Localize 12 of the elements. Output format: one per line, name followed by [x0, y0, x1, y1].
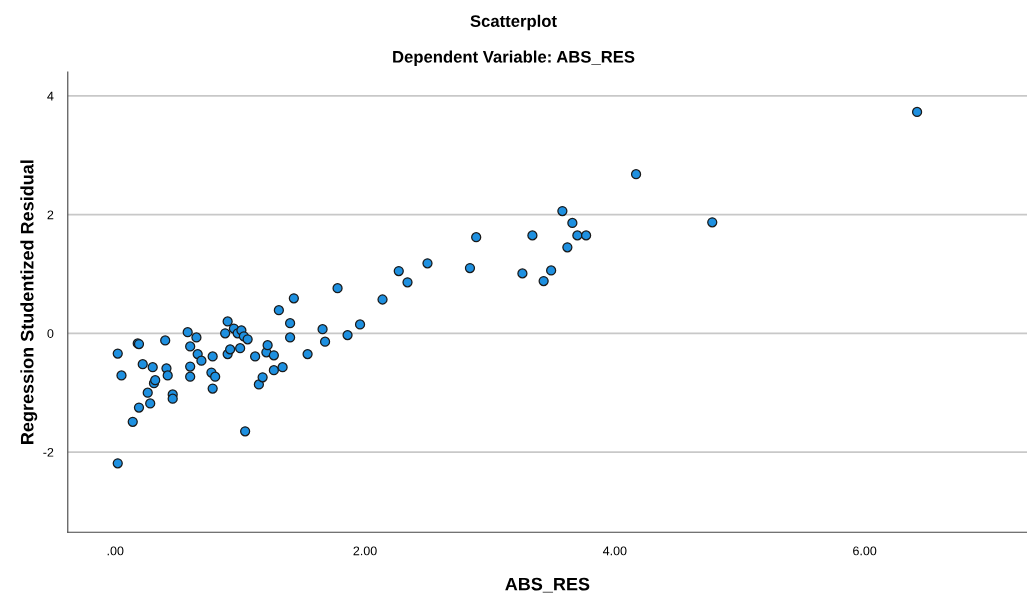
y-tick-label: 4	[47, 91, 54, 101]
y-tick-label: 2	[47, 210, 54, 220]
chart-subtitle: Dependent Variable: ABS_RES	[393, 50, 635, 67]
chart-title: Scatterplot	[470, 14, 557, 31]
x-tick-label: 6.00	[853, 546, 877, 556]
x-tick-label: 2.00	[353, 546, 377, 556]
y-axis-title: Regression Studentized Residual	[20, 160, 38, 444]
y-tick-label: -2	[43, 447, 54, 457]
x-tick-label: .00	[107, 546, 124, 556]
y-tick-label: 0	[47, 329, 54, 338]
x-axis-title: ABS_RES	[505, 577, 590, 593]
x-tick-label: 4.00	[602, 546, 627, 556]
